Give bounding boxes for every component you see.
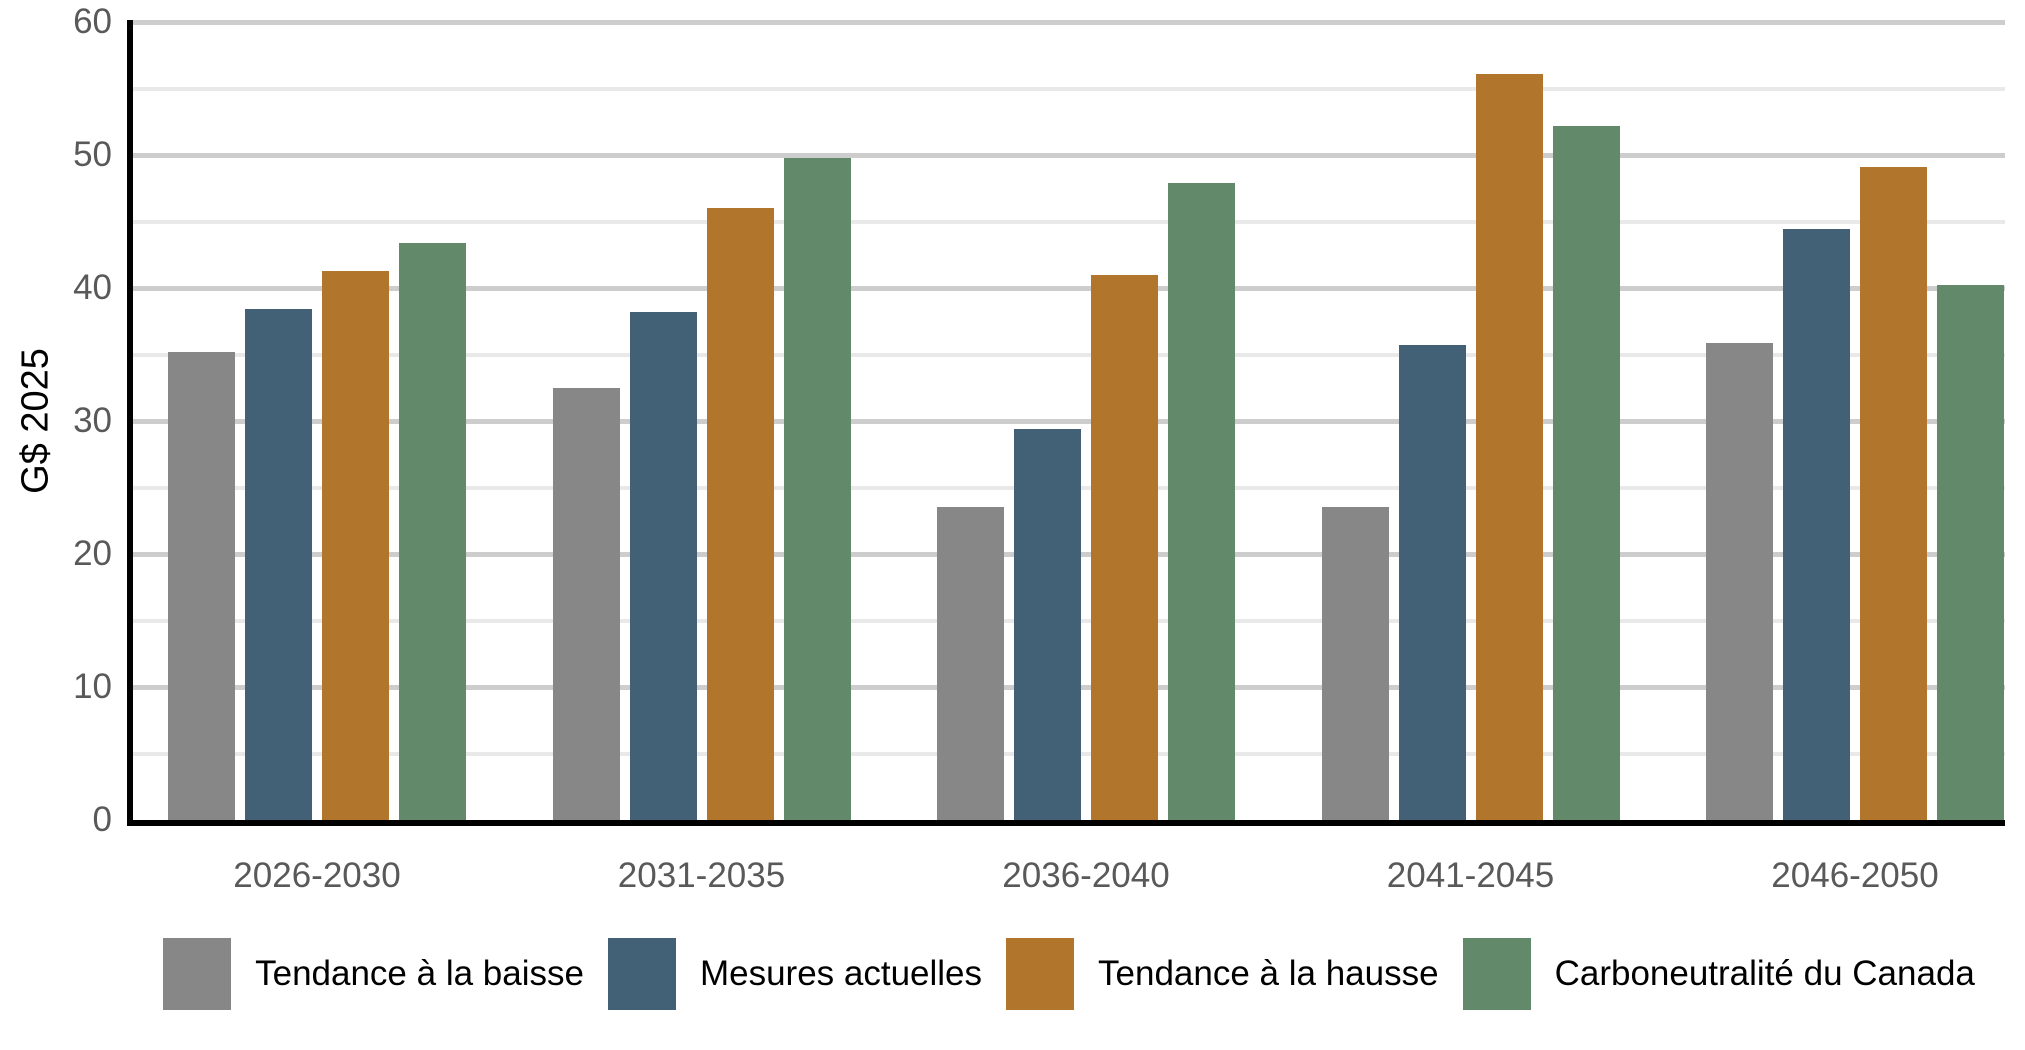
bar xyxy=(1706,342,1773,820)
x-axis-line xyxy=(127,820,2005,826)
y-axis-tick-label: 20 xyxy=(73,534,112,573)
bar xyxy=(1860,166,1927,820)
y-axis-line xyxy=(127,20,133,826)
bar-group xyxy=(1706,166,2004,820)
legend-swatch xyxy=(607,938,676,1010)
x-axis-category-label: 2026-2030 xyxy=(233,856,401,895)
gridline-minor xyxy=(133,352,2005,357)
bar xyxy=(1475,73,1543,820)
bar xyxy=(1014,428,1081,820)
legend-swatch xyxy=(163,938,232,1010)
bar xyxy=(1937,285,2004,820)
bar xyxy=(245,309,312,820)
x-axis-category-label: 2041-2045 xyxy=(1386,856,1555,895)
bar-group xyxy=(1321,73,1620,820)
x-axis-category-label: 2036-2040 xyxy=(1002,856,1170,895)
plot-area xyxy=(133,19,2005,820)
legend-item: Tendance à la hausse xyxy=(1006,938,1439,1010)
legend-item: Carboneutralité du Canada xyxy=(1462,938,1975,1010)
y-axis-tick-label: 40 xyxy=(73,268,112,307)
bar xyxy=(1168,182,1235,820)
bar xyxy=(783,157,851,820)
bar-group xyxy=(937,182,1235,820)
bar xyxy=(1783,229,1850,820)
bar xyxy=(168,351,235,820)
legend-swatch xyxy=(1462,938,1531,1010)
bar xyxy=(322,270,389,820)
y-axis-tick-label: 50 xyxy=(73,135,112,174)
legend-label: Tendance à la baisse xyxy=(255,954,584,993)
bar xyxy=(937,507,1004,820)
bar xyxy=(1321,507,1389,820)
bar xyxy=(1398,345,1466,820)
x-axis-category-label: 2031-2035 xyxy=(617,856,786,895)
legend: Tendance à la baisse Mesures actuelles Ten… xyxy=(133,938,2005,1010)
bar xyxy=(1552,125,1620,820)
legend-item: Tendance à la baisse xyxy=(163,938,584,1010)
legend-swatch xyxy=(1006,938,1075,1010)
legend-item: Mesures actuelles xyxy=(607,938,983,1010)
y-axis-tick-label: 30 xyxy=(73,401,112,440)
gridline-minor xyxy=(133,219,2005,224)
x-axis-category-label: 2046-2050 xyxy=(1771,856,1939,895)
gridline-major xyxy=(133,19,2005,25)
bar xyxy=(1091,274,1158,820)
bar xyxy=(706,208,774,820)
y-axis-tick-label: 60 xyxy=(73,2,112,41)
legend-label: Carboneutralité du Canada xyxy=(1554,954,1975,993)
legend-label: Tendance à la hausse xyxy=(1098,954,1439,993)
y-axis-tick-label: 10 xyxy=(73,667,112,706)
y-axis-tick-label: 0 xyxy=(92,800,112,839)
bar xyxy=(629,311,697,820)
bar-group xyxy=(168,242,466,820)
legend-label: Mesures actuelles xyxy=(699,954,983,993)
gridline-major xyxy=(133,152,2005,158)
bar-group xyxy=(552,157,851,820)
bar xyxy=(399,242,466,820)
bar xyxy=(552,387,620,820)
gridline-minor xyxy=(133,86,2005,91)
gridline-major xyxy=(133,285,2005,291)
gridline-major xyxy=(133,418,2005,424)
